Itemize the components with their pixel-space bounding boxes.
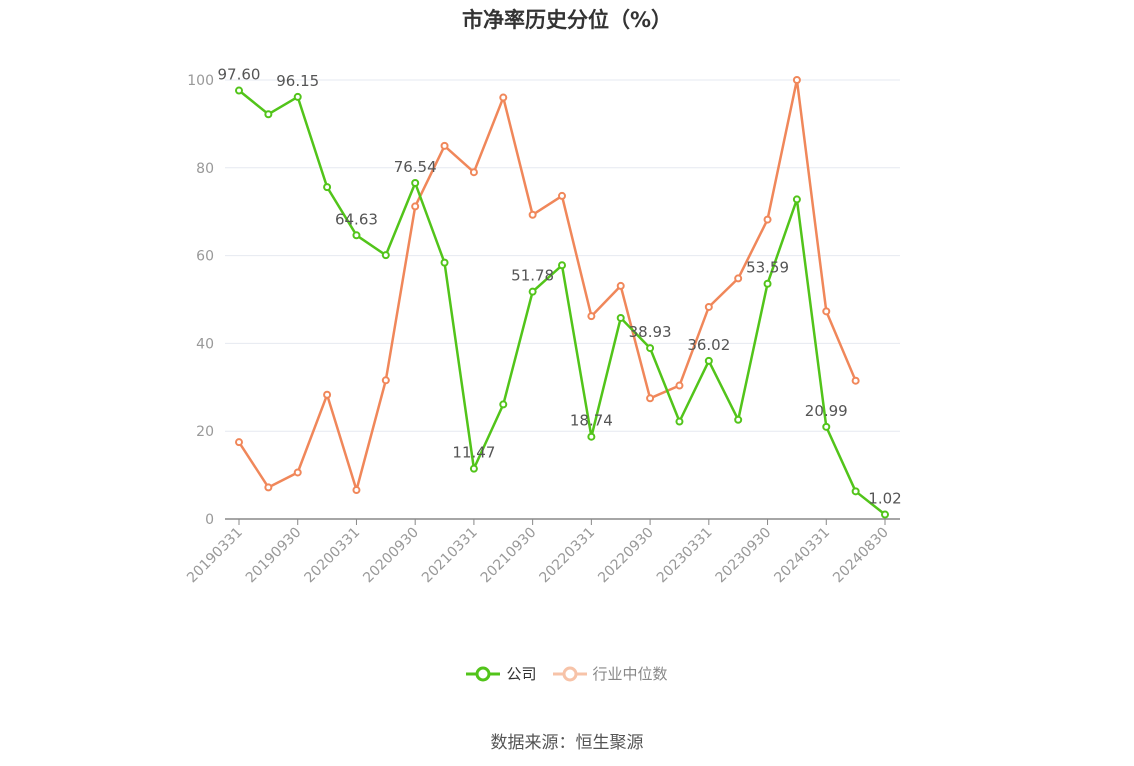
data-point — [675, 417, 684, 426]
data-point — [822, 422, 831, 431]
data-point — [528, 210, 537, 219]
data-point — [352, 231, 361, 240]
x-tick-label: 20200331 — [302, 525, 364, 587]
data-point — [616, 313, 625, 322]
data-point — [235, 86, 243, 95]
data-point — [381, 251, 390, 260]
data-point — [264, 483, 273, 492]
legend: 公司 行业中位数 — [0, 663, 1134, 684]
data-label: 18.74 — [570, 412, 613, 430]
data-point — [822, 307, 831, 316]
series-company — [235, 86, 889, 519]
data-label: 1.02 — [868, 490, 901, 508]
data-point — [411, 202, 420, 211]
data-label: 20.99 — [805, 402, 848, 420]
data-label: 96.15 — [276, 72, 319, 90]
data-label: 11.47 — [452, 444, 495, 462]
axes: 0 20 40 60 80 100 2019033120190930202003312020… — [184, 73, 900, 586]
data-point — [734, 415, 743, 424]
company-line-swatch-icon — [466, 666, 501, 681]
data-point — [851, 487, 860, 496]
series-line — [237, 78, 857, 492]
data-point — [792, 195, 801, 204]
x-tick-label: 20210331 — [419, 525, 481, 587]
data-point — [792, 76, 801, 84]
y-tick-label: 40 — [196, 336, 214, 352]
x-tick-label: 20220930 — [595, 525, 657, 587]
data-point — [293, 468, 302, 477]
series-industry — [235, 76, 860, 495]
data-label: 53.59 — [746, 259, 789, 277]
data-point — [587, 432, 596, 441]
data-point — [352, 486, 361, 495]
y-tick-label: 60 — [196, 249, 214, 265]
legend-label-industry: 行业中位数 — [592, 665, 668, 683]
data-point — [646, 394, 655, 403]
industry-line-swatch-icon — [552, 666, 587, 681]
data-point — [675, 381, 684, 390]
data-point — [323, 390, 332, 399]
data-label: 38.93 — [629, 323, 672, 341]
data-point — [293, 92, 302, 101]
data-labels: 97.60 96.15 64.63 76.54 11.47 51.78 18.74 38.93… — [218, 66, 902, 508]
series-line — [238, 89, 886, 516]
x-tick-label: 20230331 — [654, 525, 716, 587]
data-label: 51.78 — [511, 267, 554, 285]
data-point — [704, 302, 713, 311]
series — [235, 76, 889, 519]
data-point — [763, 215, 772, 224]
x-tick-label: 20190930 — [243, 525, 305, 587]
data-point — [734, 274, 743, 283]
data-point — [264, 110, 273, 119]
x-tick-label: 20240331 — [771, 525, 833, 587]
data-point — [469, 464, 478, 473]
data-point — [499, 93, 508, 102]
chart-title: 市净率历史分位（%） — [461, 8, 673, 32]
data-point — [646, 344, 655, 353]
data-point — [616, 281, 625, 290]
data-point — [587, 312, 596, 321]
data-label: 64.63 — [335, 210, 378, 228]
data-point — [235, 438, 243, 447]
x-tick-label: 20210930 — [478, 525, 540, 587]
legend-item-industry[interactable]: 行业中位数 — [552, 663, 668, 684]
data-point — [763, 279, 772, 288]
data-point — [528, 287, 537, 296]
legend-label-company: 公司 — [506, 665, 537, 683]
data-point — [440, 258, 449, 267]
x-tick-label: 20220331 — [536, 525, 598, 587]
data-point — [323, 183, 332, 192]
data-point — [499, 400, 508, 409]
y-tick-label: 80 — [196, 161, 214, 177]
line-chart: 0 20 40 60 80 100 2019033120190930202003312020… — [184, 66, 902, 587]
y-tick-label: 0 — [205, 512, 214, 528]
data-point — [704, 356, 713, 365]
y-tick-label: 100 — [187, 73, 214, 89]
x-tick-label: 20240830 — [830, 525, 892, 587]
data-label: 36.02 — [687, 336, 730, 354]
x-tick-label: 20230930 — [713, 525, 775, 587]
grid-lines — [225, 79, 900, 432]
y-tick-label: 20 — [196, 424, 214, 440]
data-point — [851, 376, 860, 385]
data-point — [381, 376, 390, 385]
data-label: 97.60 — [218, 66, 261, 84]
legend-item-company[interactable]: 公司 — [466, 663, 537, 684]
x-tick-label: 20200930 — [360, 525, 422, 587]
x-tick-label: 20190331 — [184, 525, 246, 587]
data-point — [469, 168, 478, 177]
data-point — [558, 261, 566, 270]
data-point — [411, 178, 420, 187]
data-point — [881, 510, 889, 519]
data-point — [440, 141, 449, 150]
data-source-note: 数据来源：恒生聚源 — [490, 733, 644, 753]
data-point — [558, 191, 566, 200]
data-label: 76.54 — [394, 158, 437, 176]
